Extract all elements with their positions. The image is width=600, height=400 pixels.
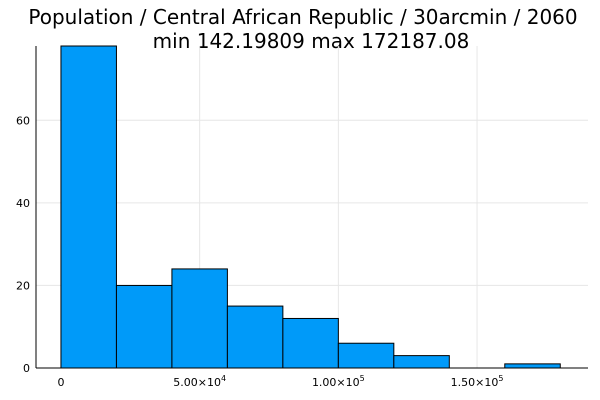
histogram-bar-1 [115,284,173,369]
y-tick-label-2: 40 [16,197,30,210]
x-tick-label-3: 1.50×105 [451,374,504,389]
tick-labels: 0 20 40 60 0 5.00×104 1.00×105 1.50×105 [16,114,503,389]
histogram-bar-0 [60,45,117,369]
histogram-bar-2 [171,268,228,369]
y-tick-label-1: 20 [16,279,30,292]
histogram-bar-3 [226,305,284,369]
axes [35,46,588,369]
chart-title-line1: Population / Central African Republic / … [28,5,577,29]
histogram-bar-6 [393,355,450,369]
histogram-bar-8 [504,363,561,369]
y-tick-label-0: 0 [23,362,30,375]
x-tick-label-1: 5.00×104 [173,374,226,389]
histogram-bar-5 [337,342,395,369]
x-tick-label-2: 1.00×105 [312,374,365,389]
chart-title-line2: min 142.19809 max 172187.08 [153,29,470,53]
y-tick-label-3: 60 [16,114,30,127]
x-tick-label-0: 0 [57,376,64,389]
histogram-bar-4 [282,317,339,369]
bars [60,45,561,369]
